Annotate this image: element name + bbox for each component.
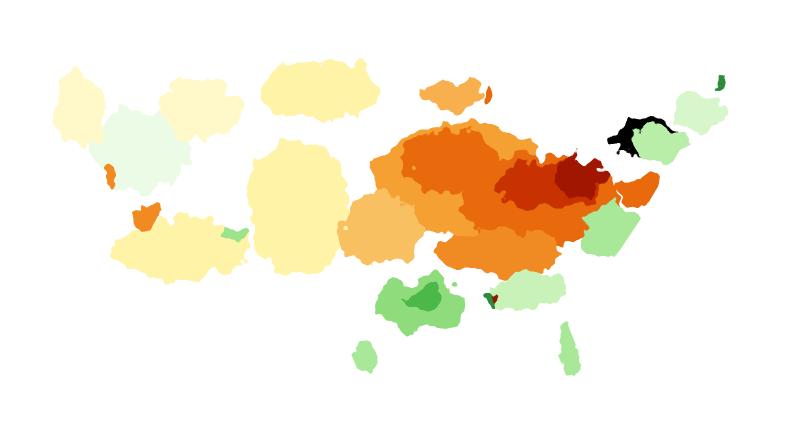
- region: [102, 167, 118, 183]
- region: [260, 60, 380, 120]
- region: [580, 205, 640, 255]
- region: [227, 227, 243, 243]
- region: [675, 92, 725, 128]
- region: [110, 220, 250, 280]
- region: [340, 195, 420, 265]
- anomaly-field: [55, 60, 726, 380]
- region: [714, 76, 726, 88]
- region: [440, 225, 560, 275]
- region: [630, 127, 690, 163]
- region: [353, 340, 377, 370]
- region: [555, 155, 605, 195]
- region: [160, 80, 240, 140]
- region: [490, 270, 570, 310]
- region: [407, 290, 443, 310]
- region: [250, 140, 350, 280]
- region: [55, 70, 105, 150]
- region: [560, 320, 580, 380]
- region: [400, 130, 500, 190]
- region: [133, 203, 157, 227]
- region: [420, 80, 480, 110]
- region: [482, 87, 498, 103]
- region: [496, 291, 504, 299]
- region: [618, 175, 662, 205]
